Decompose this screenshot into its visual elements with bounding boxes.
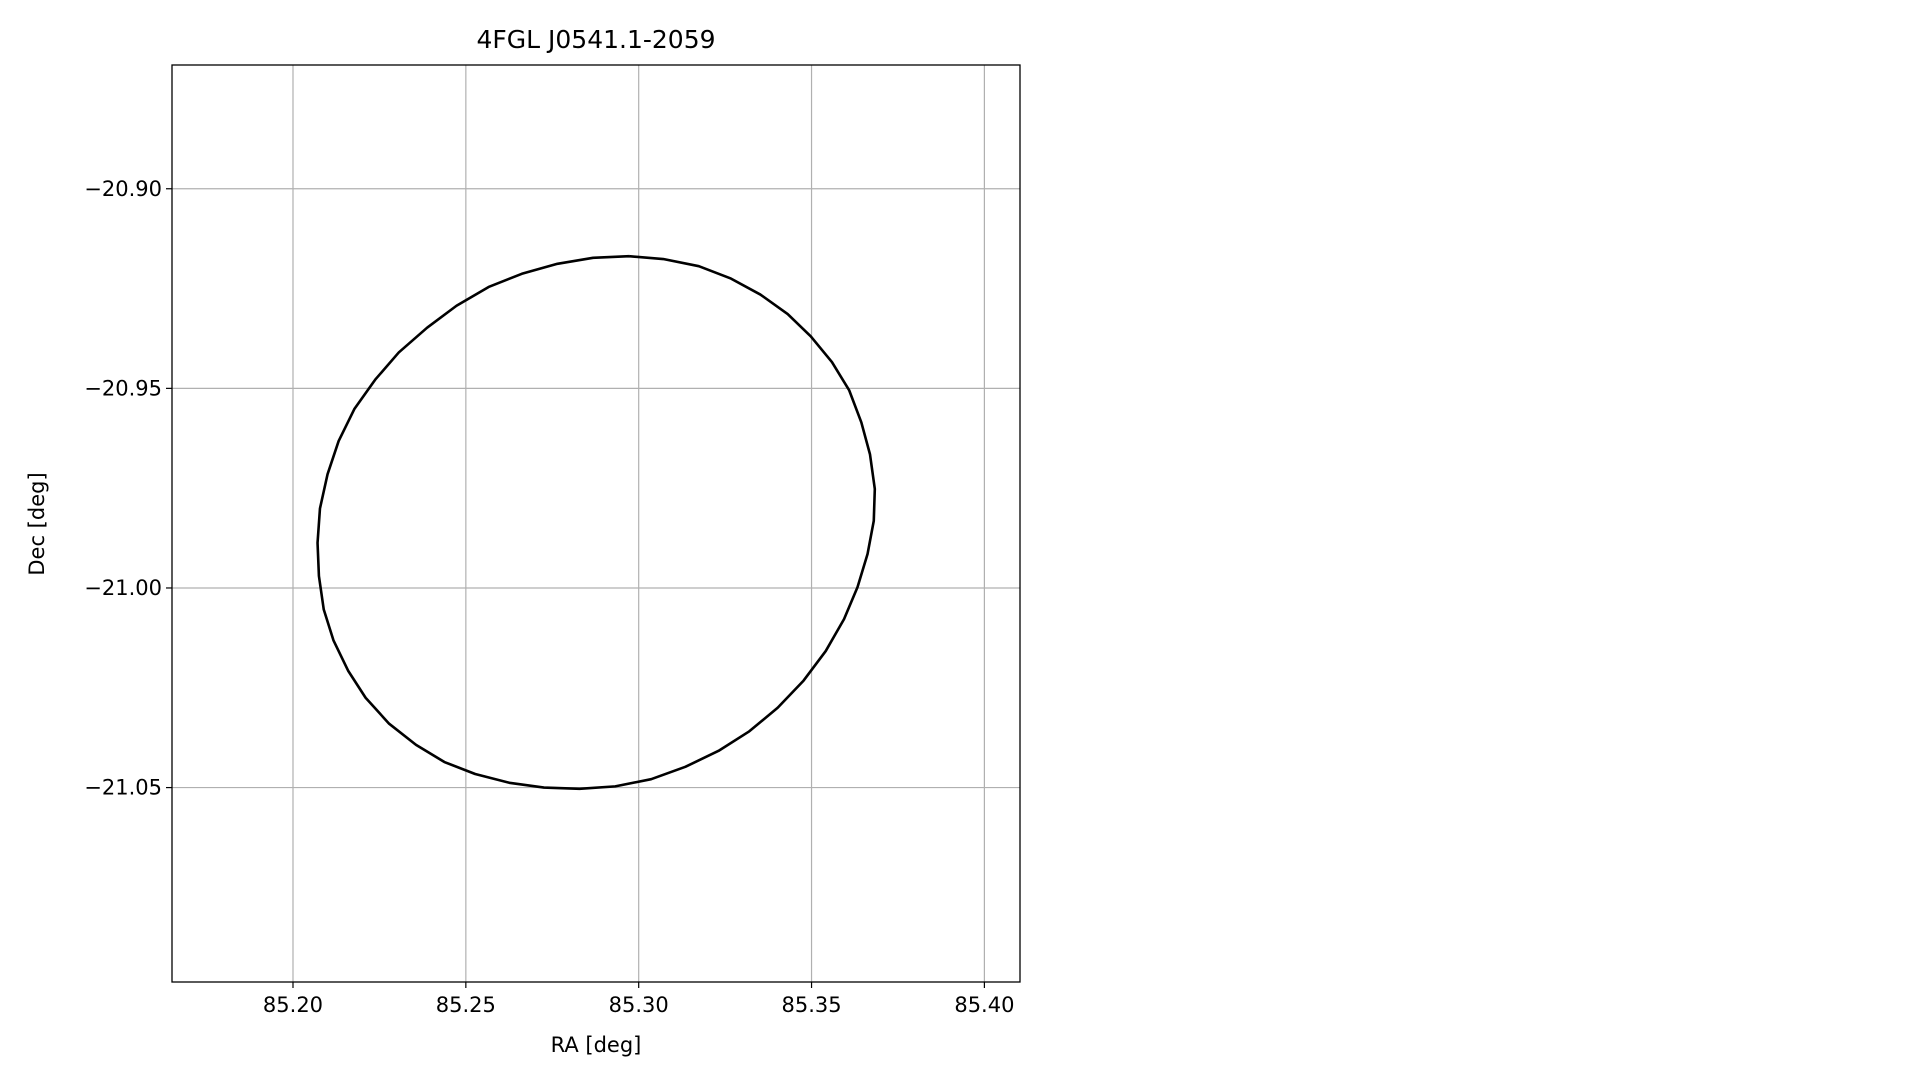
- x-tick-label: 85.30: [609, 993, 669, 1017]
- y-tick-label: −21.00: [84, 576, 162, 600]
- x-tick-label: 85.40: [954, 993, 1014, 1017]
- x-tick-label: 85.25: [436, 993, 496, 1017]
- x-tick-label: 85.35: [781, 993, 841, 1017]
- y-tick-label: −20.95: [84, 376, 162, 400]
- x-tick-label: 85.20: [263, 993, 323, 1017]
- y-tick-label: −20.90: [84, 177, 162, 201]
- x-axis-label: RA [deg]: [551, 1033, 642, 1057]
- line: [316, 254, 877, 791]
- y-axis-label: Dec [deg]: [25, 472, 49, 575]
- chart-title: 4FGL J0541.1-2059: [476, 25, 715, 54]
- plot-frame: [171, 64, 1021, 983]
- y-tick-label: −21.05: [84, 776, 162, 800]
